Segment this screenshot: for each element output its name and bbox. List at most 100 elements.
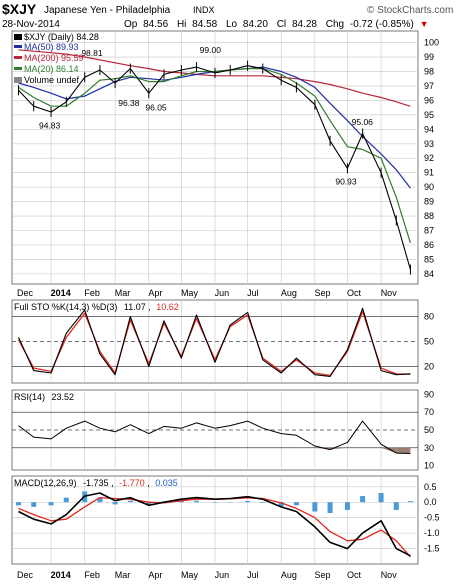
- x-tick-label: 2014: [51, 570, 71, 580]
- y-tick-label: 85: [424, 254, 434, 264]
- op-value: 84.56: [143, 19, 168, 30]
- x-tick-label: Sep: [314, 288, 330, 298]
- ma200-legend-swatch: [14, 56, 22, 59]
- y-tick-label: 98: [424, 66, 434, 76]
- legend-ma20: MA(20) 86.14: [24, 64, 79, 74]
- x-tick-label: Feb: [84, 288, 100, 298]
- lo-label: Lo: [226, 19, 238, 30]
- legend-ma200: MA(200) 95.59: [24, 53, 84, 63]
- macd-histogram-bar: [227, 501, 233, 503]
- y-tick-label: 96: [424, 95, 434, 105]
- rsi-oversold-fill: [396, 447, 411, 454]
- price-annotation: 90.93: [335, 177, 357, 187]
- macd-value: -1.735: [83, 478, 109, 488]
- y-tick-label: 90: [424, 389, 434, 399]
- legend-price: $XJY (Daily) 84.28: [24, 32, 99, 42]
- cl-label: Cl: [277, 19, 286, 30]
- exchange-label: INDX: [193, 5, 215, 15]
- legend-volume: Volume undef: [24, 75, 80, 85]
- price-legend-swatch: [14, 34, 22, 40]
- y-tick-label: 93: [424, 139, 434, 149]
- volume-legend-swatch: [14, 77, 22, 83]
- y-tick-label: 100: [424, 38, 439, 48]
- rsi-panel: 10 30 50 70 90: [11, 389, 434, 471]
- x-tick-label: Mar: [115, 570, 131, 580]
- macd-histogram-bar: [178, 500, 184, 503]
- symbol-title: $XJY: [2, 1, 37, 17]
- x-tick-label: Jun: [215, 570, 230, 580]
- stochastic-panel: 20 50 80: [11, 299, 434, 384]
- macd-histogram-bar: [360, 496, 366, 503]
- y-tick-label: 95: [424, 110, 434, 120]
- chg-down-icon: ▼: [420, 19, 429, 29]
- y-tick-label: 0.0: [424, 497, 437, 507]
- y-tick-label: 20: [424, 361, 434, 371]
- x-tick-label: Sep: [314, 570, 330, 580]
- hi-label: Hi: [177, 19, 186, 30]
- rsi-legend: RSI(14) 23.52: [14, 392, 74, 402]
- op-label: Op: [124, 19, 138, 30]
- price-panel: 84 85 86 87 88 89 90 91 92 93 94 95 96 97 98 99 100 94.83…: [11, 30, 439, 285]
- macd-histogram-bar: [194, 500, 200, 503]
- macd-sep-1: ,: [111, 478, 114, 488]
- macd-histogram-bar: [146, 502, 152, 506]
- y-tick-label: 94: [424, 124, 434, 134]
- macd-histogram-bar: [344, 502, 350, 510]
- x-tick-label: Jun: [215, 288, 230, 298]
- x-tick-label: May: [181, 570, 199, 580]
- macd-histogram-bar: [97, 497, 103, 503]
- x-tick-label: 2014: [51, 288, 71, 298]
- y-tick-label: 97: [424, 81, 434, 91]
- price-annotation: 99.00: [200, 45, 222, 55]
- x-tick-label: Aug: [281, 288, 297, 298]
- price-annotation: 98.81: [81, 48, 103, 58]
- y-tick-label: 80: [424, 312, 434, 322]
- chg-label: Chg: [326, 19, 344, 30]
- legend-ma50: MA(50) 89.93: [24, 42, 79, 52]
- x-tick-label: Jul: [247, 288, 259, 298]
- macd-histogram-bar: [245, 501, 251, 503]
- x-tick-label: Apr: [148, 288, 162, 298]
- macd-histogram-bar: [327, 502, 333, 514]
- y-tick-label: 86: [424, 240, 434, 250]
- macd-legend: MACD(12,26,9) -1.735 , -1.770 , 0.035: [14, 478, 178, 488]
- x-tick-label: Oct: [347, 288, 362, 298]
- hi-value: 84.58: [192, 19, 217, 30]
- macd-histogram-bar: [312, 502, 318, 512]
- macd-panel: 0.5 0.0 -0.5 -1.0 -1.5: [11, 475, 440, 565]
- y-tick-label: 89: [424, 197, 434, 207]
- instrument-name: Japanese Yen - Philadelphia: [44, 5, 171, 16]
- chg-value: -0.72 (-0.85%): [350, 19, 414, 30]
- macd-histogram-bar: [112, 502, 118, 505]
- brand-logo: © StockCharts.com: [367, 5, 453, 16]
- macd-histogram-bar: [127, 500, 133, 503]
- macd-histogram-bar: [278, 502, 284, 507]
- macd-histogram-bar: [293, 502, 299, 506]
- rsi-value: 23.52: [52, 392, 75, 402]
- macd-line: [18, 492, 411, 557]
- rsi-line: [18, 420, 411, 454]
- macd-histogram-bar: [16, 502, 22, 506]
- x-tick-label: Nov: [381, 570, 398, 580]
- price-annotation: 96.38: [118, 98, 140, 108]
- y-tick-label: 30: [424, 443, 434, 453]
- macd-histogram-bar: [260, 502, 266, 503]
- sto-separator: ,: [148, 302, 151, 312]
- stochastic-d-line: [17, 310, 411, 377]
- y-tick-label: 91: [424, 168, 434, 178]
- price-annotation: 94.83: [39, 120, 61, 130]
- y-tick-label: 50: [424, 425, 434, 435]
- macd-legend-label: MACD(12,26,9): [14, 478, 77, 488]
- stochastic-k-line: [17, 307, 411, 377]
- macd-signal-value: -1.770: [119, 478, 145, 488]
- x-tick-label: Mar: [115, 288, 131, 298]
- y-tick-label: -0.5: [424, 513, 440, 523]
- header-date: 28-Nov-2014: [2, 19, 60, 30]
- sto-k-value: 11.07: [124, 302, 146, 312]
- sto-legend: Full STO %K(14,3) %D(3) 11.07 , 10.62: [14, 302, 179, 312]
- y-tick-label: 70: [424, 407, 434, 417]
- y-tick-label: 87: [424, 226, 434, 236]
- macd-histogram-bar: [393, 502, 399, 510]
- x-axis-labels: Dec Dec 2014 2014 Feb Feb Mar Mar Apr Apr May May Ju…: [17, 288, 397, 580]
